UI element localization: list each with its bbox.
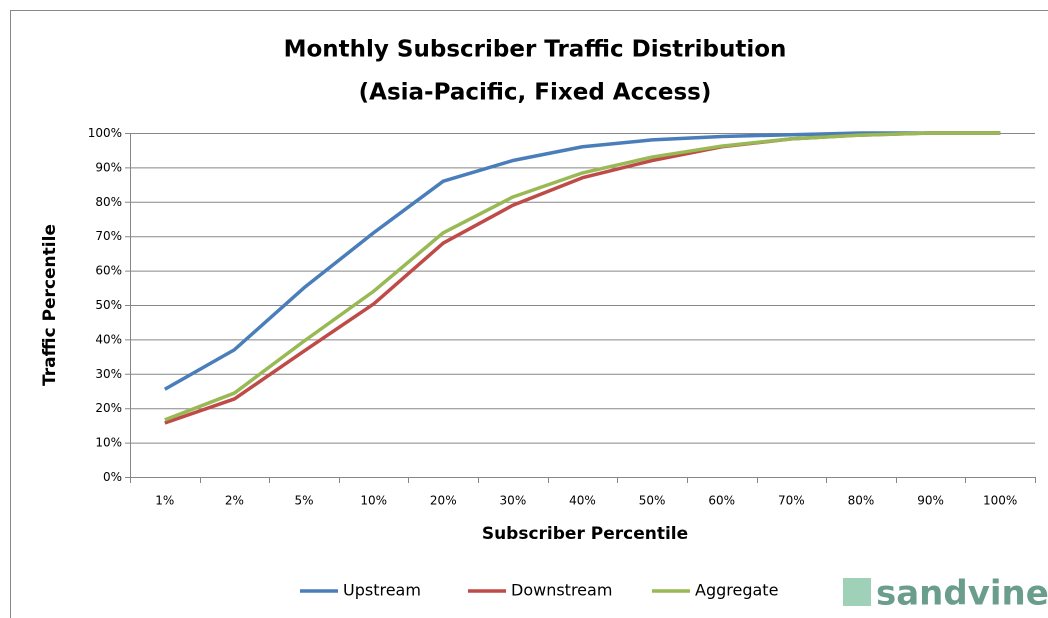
series-line [164, 131, 1001, 425]
legend-label: Aggregate [695, 581, 778, 600]
y-tick-label: 0% [103, 470, 122, 484]
x-tick-label: 70% [778, 494, 805, 508]
y-tick-label: 100% [88, 126, 122, 140]
x-tick-label: 5% [295, 494, 314, 508]
chart-title: Monthly Subscriber Traffic Distribution [284, 37, 787, 63]
legend-label: Upstream [343, 581, 421, 600]
x-tick-label: 100% [983, 494, 1017, 508]
x-tick-label: 10% [360, 494, 387, 508]
chart-subtitle: (Asia-Pacific, Fixed Access) [359, 80, 712, 106]
series-line [164, 131, 1001, 422]
x-tick-label: 80% [848, 494, 875, 508]
x-tick-label: 20% [430, 494, 457, 508]
y-tick-label: 80% [95, 195, 122, 209]
y-tick-label: 90% [95, 160, 122, 174]
legend-label: Downstream [511, 581, 612, 600]
x-tick-label: 60% [708, 494, 735, 508]
x-tick-label: 50% [639, 494, 666, 508]
x-tick-label: 30% [500, 494, 527, 508]
logo-text: sandvine [876, 574, 1048, 614]
frame [10, 10, 1048, 618]
y-tick-label: 70% [95, 229, 122, 243]
y-tick-label: 10% [95, 436, 122, 450]
x-tick-label: 1% [155, 494, 174, 508]
series-line [163, 131, 1001, 391]
x-tick-label: 90% [917, 494, 944, 508]
y-tick-label: 40% [95, 332, 122, 346]
x-tick-label: 40% [569, 494, 596, 508]
y-axis-title: Traffic Percentile [40, 224, 60, 386]
y-tick-label: 30% [95, 367, 122, 381]
y-tick-label: 50% [95, 298, 122, 312]
logo: sandvine [843, 574, 1048, 614]
x-tick-label: 2% [225, 494, 244, 508]
y-tick-label: 60% [95, 264, 122, 278]
y-tick-label: 20% [95, 401, 122, 415]
x-axis-title: Subscriber Percentile [482, 524, 688, 544]
logo-icon [843, 578, 871, 606]
